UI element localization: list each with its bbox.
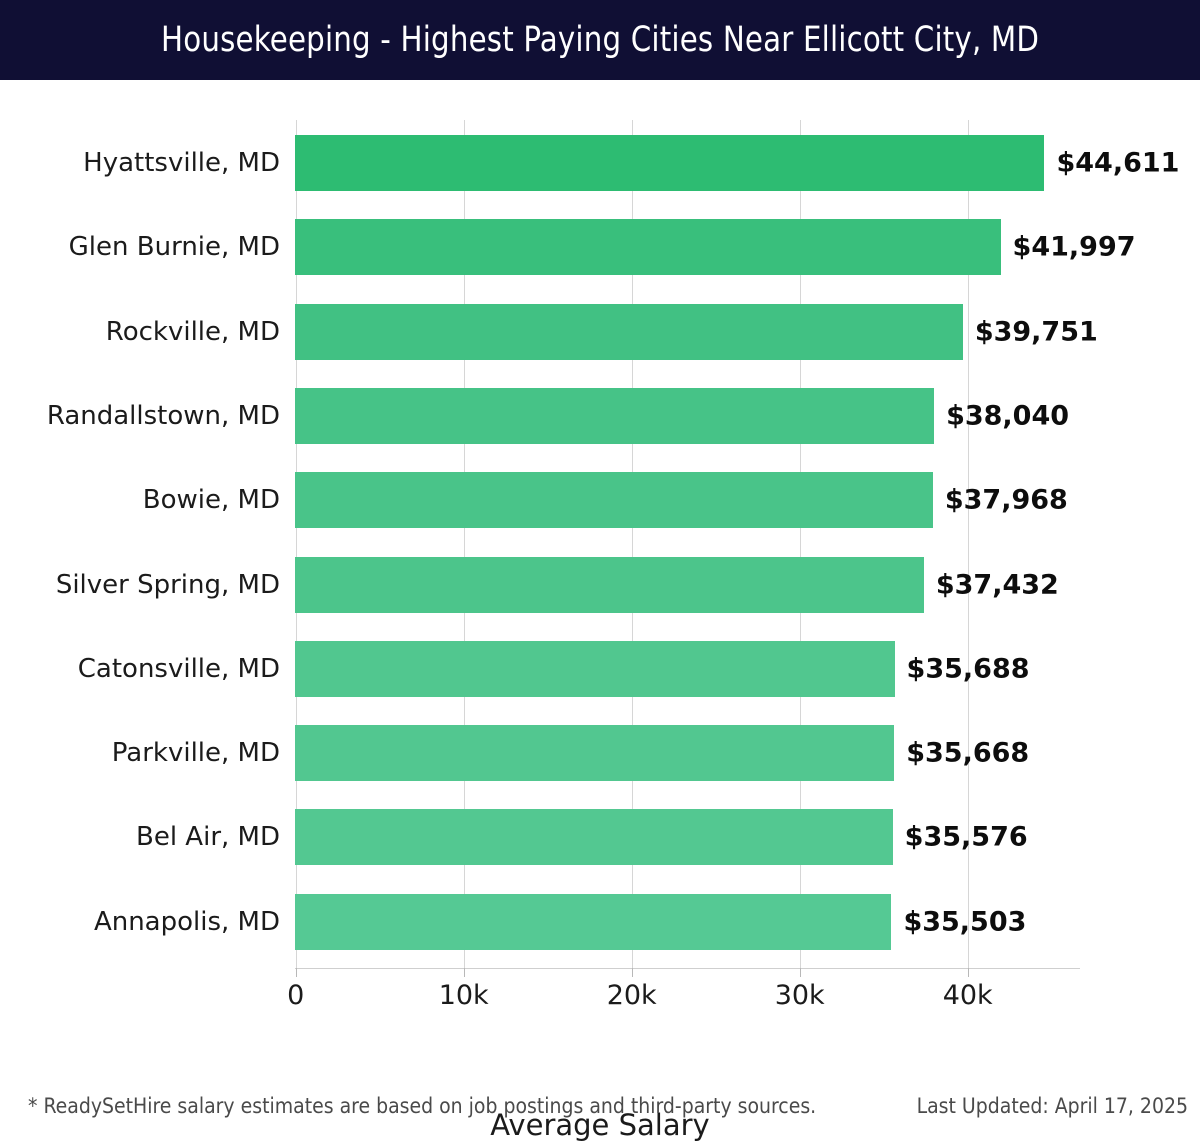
bar-row[interactable]: Silver Spring, MD $37,432 bbox=[0, 556, 1200, 613]
bar[interactable] bbox=[295, 135, 1045, 191]
footer-last-updated: Last Updated: April 17, 2025 bbox=[916, 1094, 1188, 1118]
x-tick-label-0: 0 bbox=[287, 980, 305, 1011]
category-label: Rockville, MD bbox=[105, 316, 280, 347]
category-label: Annapolis, MD bbox=[93, 906, 280, 937]
chart-plot-area: Hyattsville, MD $44,611 Glen Burnie, MD $41… bbox=[0, 80, 1200, 1142]
bar-value-label: $39,751 bbox=[974, 316, 1098, 348]
bar-value-label: $35,668 bbox=[906, 737, 1030, 769]
bar-row[interactable]: Bowie, MD $37,968 bbox=[0, 472, 1200, 529]
bar-row[interactable]: Parkville, MD $35,668 bbox=[0, 725, 1200, 782]
bar-value-label: $37,968 bbox=[944, 484, 1068, 516]
bar[interactable] bbox=[295, 387, 935, 444]
gridline-30k bbox=[799, 120, 801, 968]
x-tick-label-10k: 10k bbox=[438, 980, 489, 1011]
category-label: Parkville, MD bbox=[111, 738, 280, 769]
x-tick-label-20k: 20k bbox=[606, 980, 657, 1011]
bar-row[interactable]: Bel Air, MD $35,576 bbox=[0, 809, 1200, 866]
bar-row[interactable]: Annapolis, MD $35,503 bbox=[0, 893, 1200, 950]
bar-row[interactable]: Randallstown, MD $38,040 bbox=[0, 387, 1200, 444]
category-label: Glen Burnie, MD bbox=[68, 232, 280, 263]
bar-value-label: $41,997 bbox=[1012, 231, 1136, 263]
bar-value-label: $38,040 bbox=[946, 400, 1070, 432]
x-tick-label-30k: 30k bbox=[774, 980, 825, 1011]
category-label: Silver Spring, MD bbox=[55, 569, 280, 600]
bar[interactable] bbox=[295, 219, 1001, 276]
x-tick-mark-10k bbox=[463, 968, 465, 977]
bar-value-label: $35,688 bbox=[906, 653, 1030, 685]
bar[interactable] bbox=[295, 893, 892, 950]
bar[interactable] bbox=[295, 809, 893, 866]
x-tick-label-40k: 40k bbox=[942, 980, 993, 1011]
category-label: Randallstown, MD bbox=[46, 400, 280, 431]
x-tick-mark-30k bbox=[799, 968, 801, 977]
page-title: Housekeeping - Highest Paying Cities Nea… bbox=[160, 20, 1040, 60]
category-label: Catonsville, MD bbox=[77, 653, 280, 684]
header-bar: Housekeeping - Highest Paying Cities Nea… bbox=[0, 0, 1200, 80]
footer: * ReadySetHire salary estimates are base… bbox=[0, 1094, 1200, 1140]
bar[interactable] bbox=[295, 725, 895, 782]
x-tick-mark-20k bbox=[631, 968, 633, 977]
gridline-0 bbox=[295, 120, 297, 968]
gridline-40k bbox=[967, 120, 969, 968]
bar-value-label: $35,503 bbox=[903, 906, 1027, 938]
x-axis-line bbox=[295, 968, 1080, 969]
bar-row[interactable]: Glen Burnie, MD $41,997 bbox=[0, 219, 1200, 276]
footer-disclaimer: * ReadySetHire salary estimates are base… bbox=[28, 1094, 817, 1118]
bar-row[interactable]: Hyattsville, MD $44,611 bbox=[0, 135, 1200, 191]
x-tick-mark-0 bbox=[295, 968, 297, 977]
category-label: Hyattsville, MD bbox=[83, 148, 280, 178]
bar-row[interactable]: Catonsville, MD $35,688 bbox=[0, 640, 1200, 697]
category-label: Bowie, MD bbox=[142, 485, 280, 516]
bar[interactable] bbox=[295, 472, 933, 529]
x-tick-mark-40k bbox=[967, 968, 969, 977]
bar-value-label: $37,432 bbox=[935, 569, 1059, 600]
bar-value-label: $35,576 bbox=[904, 821, 1028, 853]
bar-row[interactable]: Rockville, MD $39,751 bbox=[0, 303, 1200, 360]
bar[interactable] bbox=[295, 303, 963, 360]
gridline-20k bbox=[631, 120, 633, 968]
category-label: Bel Air, MD bbox=[135, 822, 280, 853]
bar-value-label: $44,611 bbox=[1056, 147, 1180, 179]
gridline-10k bbox=[463, 120, 465, 968]
x-axis-title: Average Salary bbox=[490, 1108, 710, 1142]
bar[interactable] bbox=[295, 556, 924, 613]
bar[interactable] bbox=[295, 640, 895, 697]
